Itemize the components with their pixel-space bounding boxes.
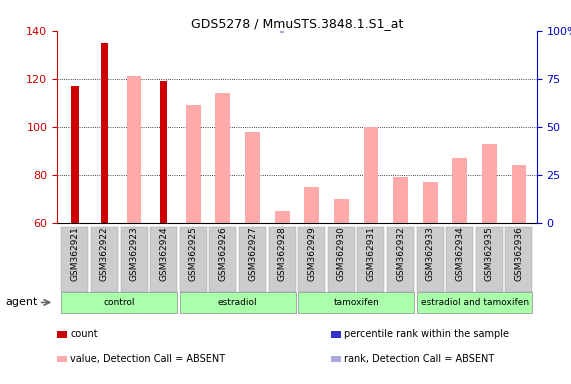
- Text: control: control: [103, 298, 135, 307]
- Text: percentile rank within the sample: percentile rank within the sample: [344, 329, 509, 339]
- Text: GSM362927: GSM362927: [248, 227, 257, 281]
- Text: value, Detection Call = ABSENT: value, Detection Call = ABSENT: [70, 354, 226, 364]
- Text: GSM362935: GSM362935: [485, 227, 494, 281]
- Bar: [245, 131, 260, 223]
- Bar: [482, 144, 497, 223]
- Text: GSM362922: GSM362922: [100, 227, 109, 281]
- Text: rank, Detection Call = ABSENT: rank, Detection Call = ABSENT: [344, 354, 494, 364]
- Text: agent: agent: [6, 297, 38, 308]
- Bar: [334, 199, 349, 223]
- Text: tamoxifen: tamoxifen: [333, 298, 379, 307]
- Text: GSM362923: GSM362923: [130, 227, 139, 281]
- Title: GDS5278 / MmuSTS.3848.1.S1_at: GDS5278 / MmuSTS.3848.1.S1_at: [191, 17, 403, 30]
- Bar: [364, 127, 379, 223]
- Text: GSM362930: GSM362930: [337, 227, 346, 281]
- Bar: [423, 182, 437, 223]
- Text: GSM362936: GSM362936: [514, 227, 524, 281]
- Text: GSM362921: GSM362921: [70, 227, 79, 281]
- Text: GSM362931: GSM362931: [367, 227, 376, 281]
- Text: GSM362933: GSM362933: [425, 227, 435, 281]
- Text: estradiol: estradiol: [218, 298, 258, 307]
- Text: GSM362929: GSM362929: [307, 227, 316, 281]
- Bar: [71, 86, 79, 223]
- Bar: [452, 158, 467, 223]
- Text: count: count: [70, 329, 98, 339]
- Bar: [186, 105, 200, 223]
- Text: GSM362926: GSM362926: [218, 227, 227, 281]
- Bar: [160, 81, 167, 223]
- Bar: [127, 76, 142, 223]
- Bar: [275, 211, 289, 223]
- Text: GSM362928: GSM362928: [278, 227, 287, 281]
- Text: GSM362932: GSM362932: [396, 227, 405, 281]
- Bar: [393, 177, 408, 223]
- Text: GSM362924: GSM362924: [159, 227, 168, 281]
- Text: GSM362934: GSM362934: [455, 227, 464, 281]
- Text: GSM362925: GSM362925: [189, 227, 198, 281]
- Bar: [304, 187, 319, 223]
- Text: estradiol and tamoxifen: estradiol and tamoxifen: [420, 298, 529, 307]
- Bar: [100, 43, 108, 223]
- Bar: [215, 93, 230, 223]
- Bar: [512, 165, 526, 223]
